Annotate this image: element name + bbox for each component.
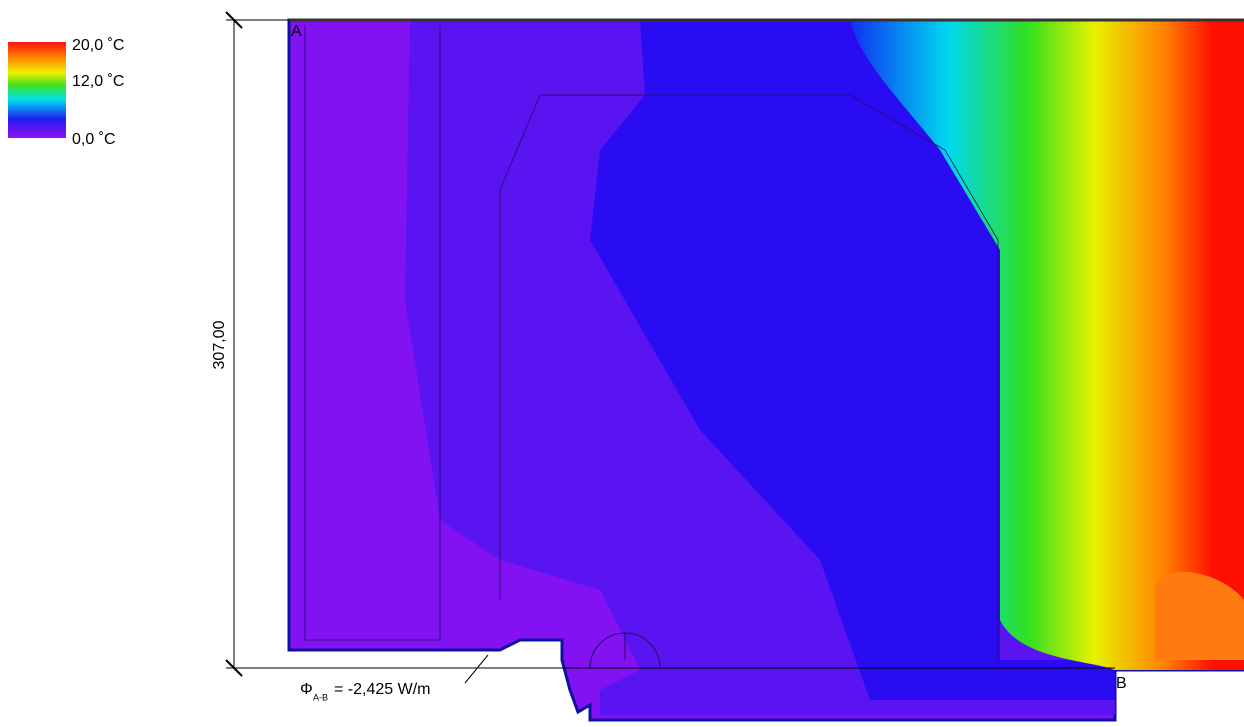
dimension-label: 307,00 — [211, 320, 228, 369]
point-label: A — [291, 23, 302, 40]
flux-value: = -2,425 W/m — [334, 681, 430, 698]
dimension: 307,00 — [211, 11, 1115, 677]
legend-label: 20,0 ˚C — [72, 37, 124, 54]
point-label: B — [1116, 675, 1127, 692]
flux-symbol: Φ — [300, 681, 313, 698]
flux-subscript: A-B — [313, 692, 328, 702]
flux-leader — [464, 654, 489, 684]
legend-label: 12,0 ˚C — [72, 73, 124, 90]
legend-label: 0,0 ˚C — [72, 131, 116, 148]
legend-scale — [8, 42, 66, 138]
temperature-field — [287, 18, 1244, 722]
